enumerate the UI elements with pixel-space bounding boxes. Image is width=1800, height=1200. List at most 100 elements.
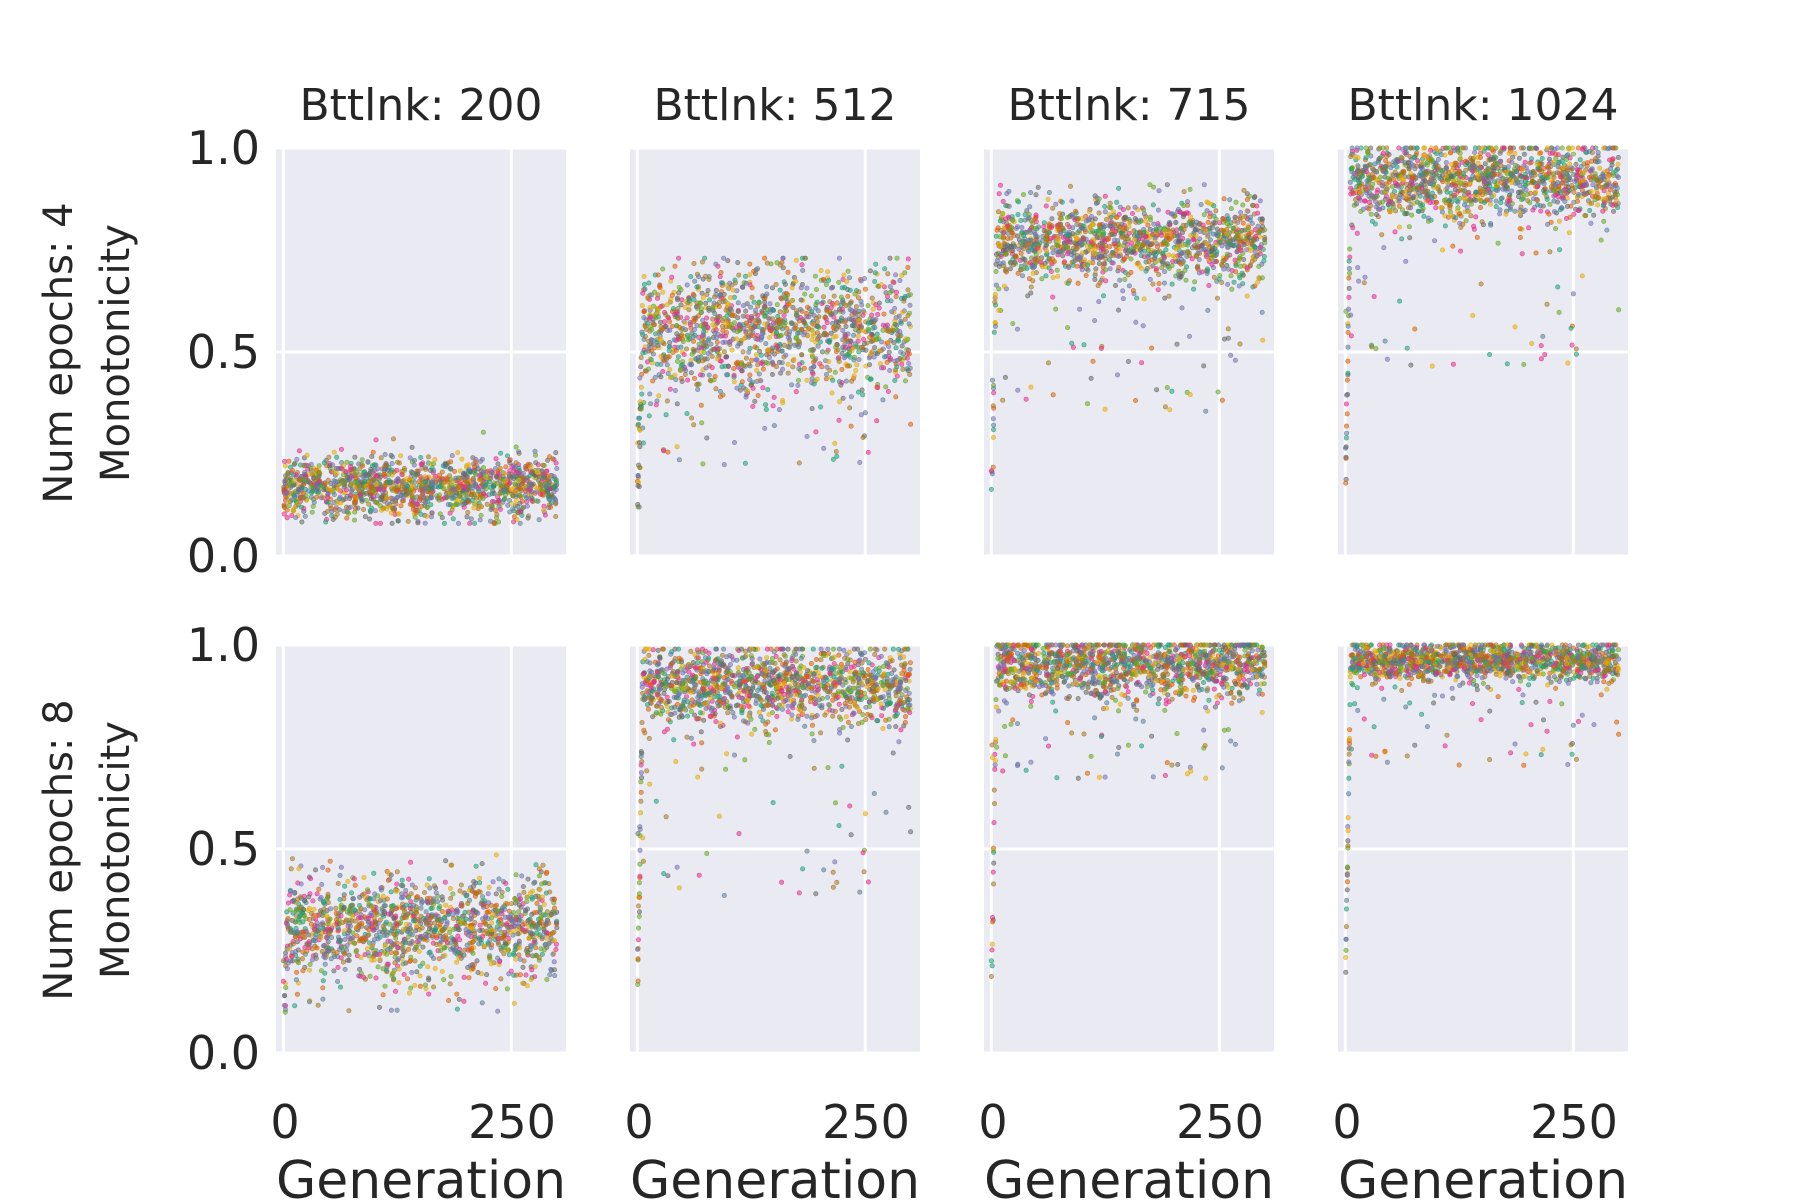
scatter-point (383, 462, 389, 468)
scatter-point (639, 391, 645, 397)
scatter-point (1570, 291, 1576, 297)
scatter-point (833, 449, 839, 455)
scatter-point (1026, 249, 1032, 255)
x-tick-c2-0: 0 (978, 1095, 1007, 1149)
scatter-point (1205, 268, 1211, 274)
scatter-point (447, 465, 453, 471)
scatter-point (862, 410, 868, 416)
scatter-point (1584, 160, 1590, 166)
scatter-point (318, 495, 324, 501)
scatter-point (1144, 266, 1150, 272)
scatter-point (1595, 202, 1601, 208)
scatter-point (1116, 185, 1122, 191)
scatter-point (1032, 226, 1038, 232)
scatter-point (439, 515, 445, 521)
scatter-point (503, 488, 509, 494)
scatter-point (327, 463, 333, 469)
scatter-point (1237, 275, 1243, 281)
scatter-point (704, 435, 710, 441)
panel-r0-c3 (1338, 145, 1628, 558)
scatter-point (1225, 281, 1231, 287)
scatter-point (724, 372, 730, 378)
scatter-point (553, 513, 559, 519)
scatter-point (1033, 237, 1039, 243)
scatter-point (506, 497, 512, 503)
scatter-point (493, 456, 499, 462)
scatter-point (771, 307, 777, 313)
scatter-point (455, 520, 461, 526)
scatter-point (428, 514, 434, 520)
scatter-point (658, 353, 664, 359)
scatter-point (847, 405, 853, 411)
scatter-point (367, 492, 373, 498)
scatter-point (373, 520, 379, 526)
scatter-point (729, 312, 735, 318)
scatter-point (799, 352, 805, 358)
scatter-point (395, 518, 401, 524)
scatter-point (524, 503, 530, 509)
scatter-point (736, 321, 742, 327)
scatter-point (650, 337, 656, 343)
scatter-point (735, 300, 741, 306)
scatter-point (422, 474, 428, 480)
scatter-point (654, 361, 660, 367)
scatter-point (470, 475, 476, 481)
scatter-point (842, 344, 848, 350)
scatter-point (1237, 238, 1243, 244)
scatter-point (1372, 161, 1378, 167)
scatter-point (789, 382, 795, 388)
scatter-point (806, 314, 812, 320)
scatter-point (311, 499, 317, 505)
scatter-point (1237, 341, 1243, 347)
scatter-point (388, 510, 394, 516)
scatter-point (662, 354, 668, 360)
scatter-point (1130, 211, 1136, 217)
scatter-point (903, 336, 909, 342)
scatter-point (992, 299, 998, 305)
scatter-point (1010, 321, 1016, 327)
scatter-point (647, 305, 653, 311)
scatter-point (1046, 230, 1052, 236)
scatter-point (667, 340, 673, 346)
scatter-point (1182, 211, 1188, 217)
row-label-epochs-4: Num epochs: 4 (36, 202, 82, 503)
scatter-point (1096, 261, 1102, 267)
scatter-point (721, 462, 727, 468)
scatter-point (539, 468, 545, 474)
scatter-point (1074, 263, 1080, 269)
scatter-point (764, 307, 770, 313)
scatter-point (854, 362, 860, 368)
scatter-point (682, 320, 688, 326)
scatter-point (875, 385, 881, 391)
x-axis-label-c3: Generation (1338, 1151, 1628, 1200)
scatter-point (743, 308, 749, 314)
scatter-point (510, 519, 516, 525)
scatter-point (344, 459, 350, 465)
scatter-point (740, 303, 746, 309)
scatter-point (851, 373, 857, 379)
scatter-point (638, 364, 644, 370)
scatter-point (1103, 267, 1109, 273)
scatter-point (889, 309, 895, 315)
scatter-point (1259, 309, 1265, 315)
scatter-point (1085, 248, 1091, 254)
scatter-point (858, 344, 864, 350)
scatter-point (1107, 200, 1113, 206)
scatter-point (284, 515, 290, 521)
scatter-point (1228, 352, 1234, 358)
scatter-point (640, 332, 646, 338)
scatter-point (700, 461, 706, 467)
scatter-point (689, 351, 695, 357)
scatter-point (1177, 209, 1183, 215)
scatter-point (513, 498, 519, 504)
scatter-point (869, 349, 875, 355)
scatter-point (1069, 340, 1075, 346)
scatter-point (1162, 404, 1168, 410)
col-title-200: Bttlnk: 200 (299, 80, 542, 131)
scatter-point (1027, 227, 1033, 233)
scatter-point (1066, 224, 1072, 230)
scatter-point (389, 520, 395, 526)
scatter-point (836, 279, 842, 285)
scatter-point (1102, 209, 1108, 215)
scatter-point (904, 355, 910, 361)
